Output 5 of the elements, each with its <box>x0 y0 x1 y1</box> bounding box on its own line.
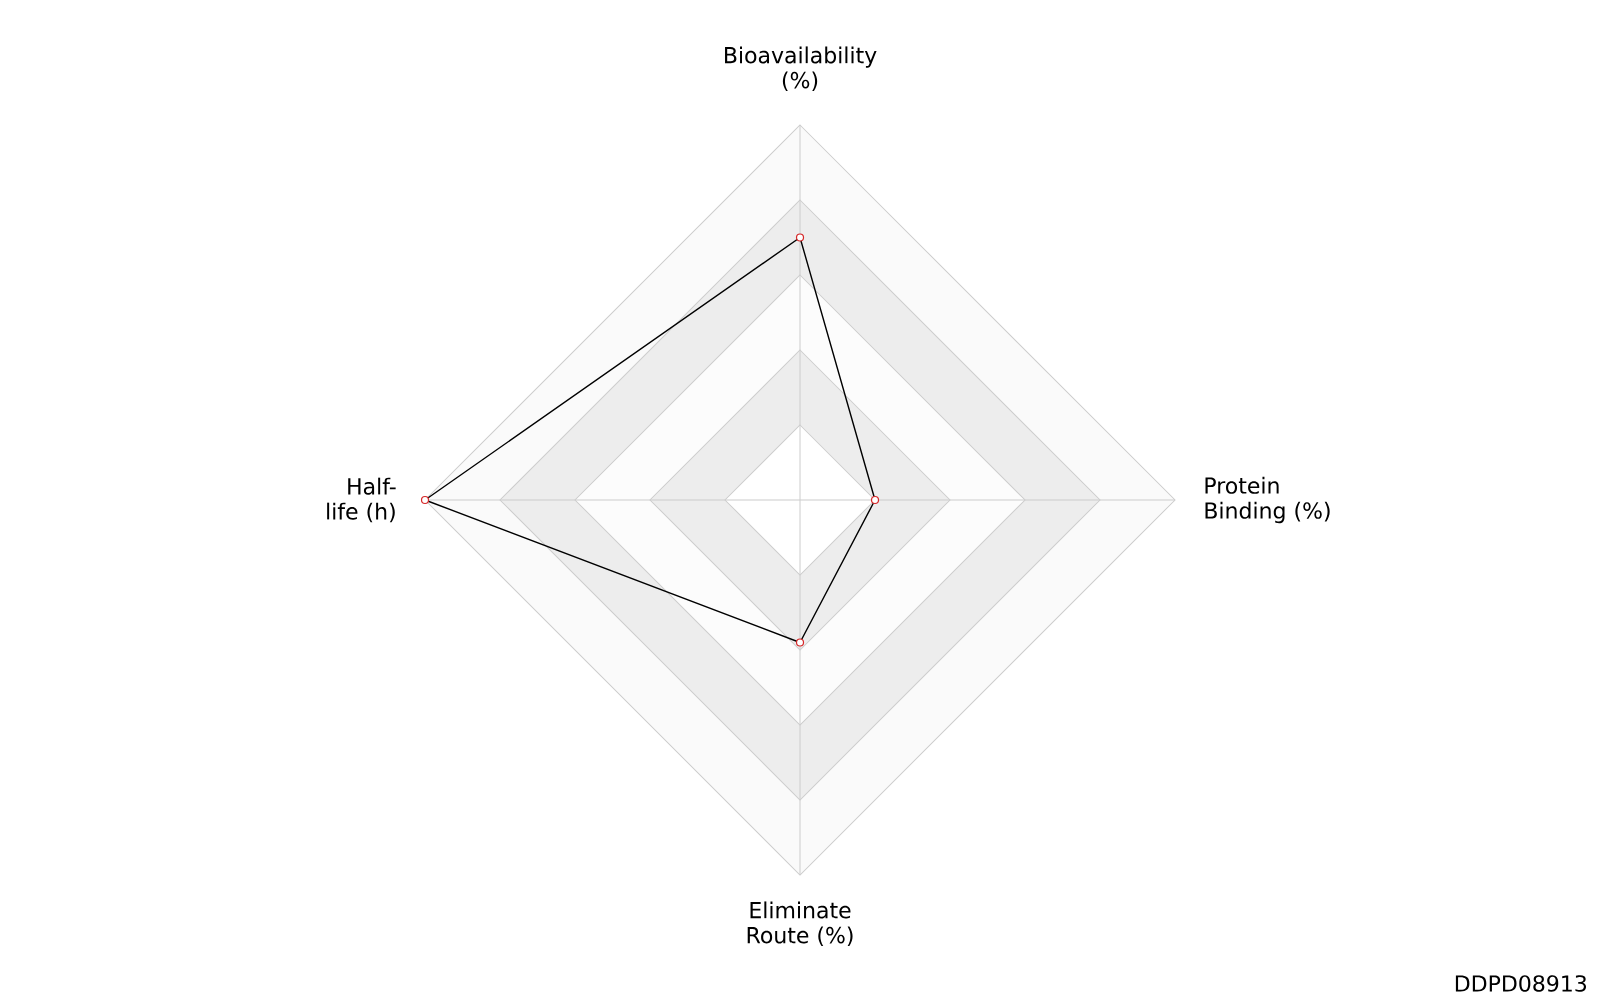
spoke-label: Protein Binding (%) <box>1205 476 1330 524</box>
spoke-label: Half-life (h) <box>327 477 396 523</box>
spoke-label: Bioavailability (%) <box>725 46 877 92</box>
text: DDPD08913 <box>1455 975 1587 992</box>
spoke-label: Eliminate Route (%) <box>747 901 853 947</box>
